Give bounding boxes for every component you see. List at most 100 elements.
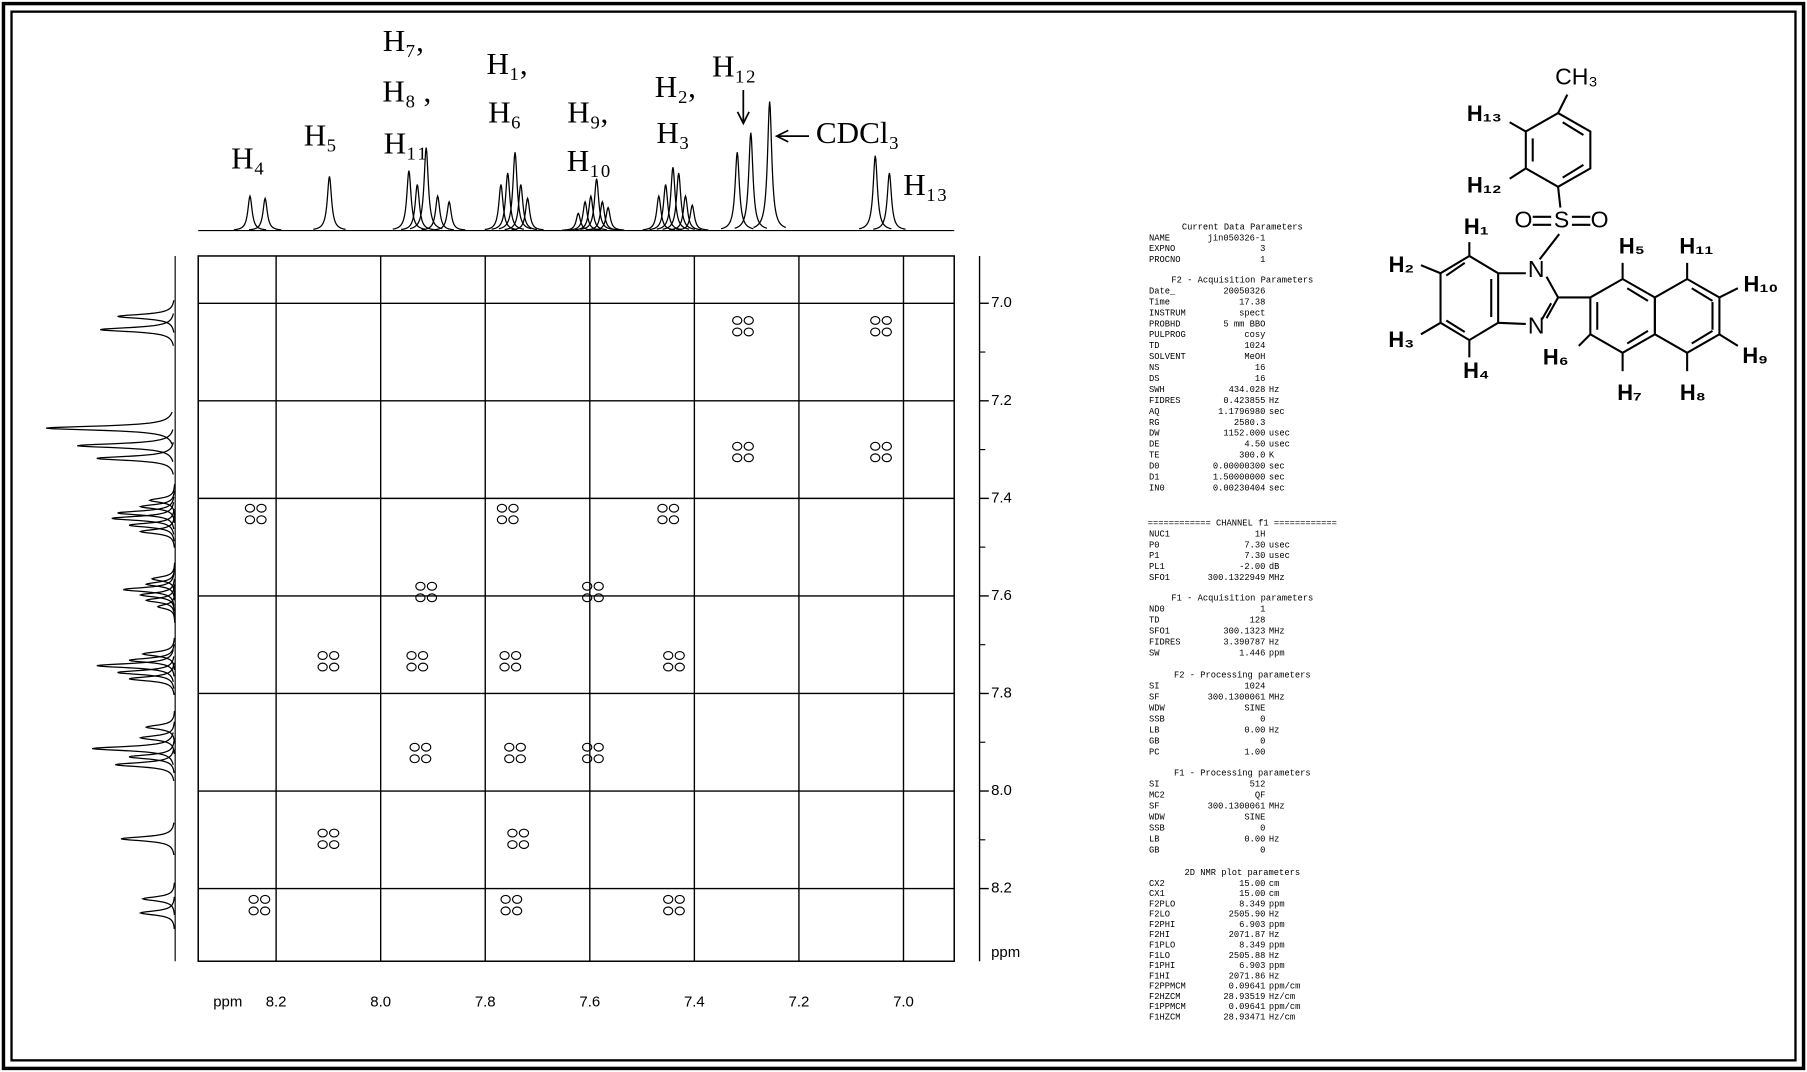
- param-unit: Hz: [1269, 834, 1280, 844]
- param-value: 3.390787: [1223, 637, 1265, 647]
- contour: [244, 503, 256, 513]
- f1-signal: [144, 568, 176, 601]
- param-key: DE: [1149, 440, 1160, 450]
- param-value: 1.446: [1239, 648, 1265, 658]
- f1-signal: [123, 573, 175, 606]
- peak-label: H₃: [656, 115, 689, 150]
- f1-signal: [100, 313, 174, 346]
- contour: [507, 828, 518, 838]
- f1-signal: [138, 490, 175, 523]
- contour: [515, 754, 526, 764]
- param-key: Date_: [1149, 286, 1176, 296]
- contour: [870, 327, 881, 337]
- contour: [259, 894, 271, 904]
- contour: [417, 651, 429, 661]
- param-key: SF: [1149, 802, 1160, 812]
- contour: [732, 441, 743, 451]
- param-value: 2505.90: [1229, 910, 1266, 920]
- y-tick-label: 7.8: [991, 684, 1012, 701]
- param-unit: usec: [1269, 551, 1290, 561]
- peak-label: H₁,: [487, 46, 528, 81]
- cross-peak: [496, 503, 519, 525]
- f1-signal: [141, 882, 176, 916]
- f1-signal: [128, 662, 175, 696]
- f1-signal: [96, 442, 174, 475]
- f2-signal: [432, 200, 466, 231]
- param-key: AQ: [1149, 407, 1160, 417]
- f1-signal: [128, 508, 175, 542]
- y-tick-label: 7.2: [991, 392, 1012, 409]
- param-key: SFO1: [1149, 626, 1170, 636]
- param-unit: ppm: [1269, 920, 1285, 930]
- f2-signal: [484, 184, 518, 231]
- contour: [328, 651, 340, 661]
- contour: [511, 894, 523, 904]
- contour: [668, 503, 680, 513]
- param-key: P1: [1149, 551, 1160, 561]
- atom-label: H₁₂: [1467, 173, 1502, 198]
- atom-label: H₅: [1619, 234, 1645, 259]
- contour: [406, 651, 417, 661]
- contour: [881, 315, 892, 325]
- contour: [593, 581, 604, 591]
- param-value: 1: [1260, 255, 1265, 265]
- cross-peak: [317, 828, 340, 850]
- contour: [657, 515, 668, 525]
- contour: [415, 593, 426, 603]
- peak-label: H₉,: [567, 95, 608, 130]
- param-value: 128: [1250, 615, 1266, 625]
- param-value: 0.09641: [1229, 982, 1266, 992]
- f2-signal: [248, 196, 282, 231]
- atom-label: H₃: [1388, 327, 1414, 352]
- x-axis-label: ppm: [213, 994, 242, 1011]
- f2-signal: [574, 194, 608, 231]
- y-tick-label: 8.2: [991, 880, 1012, 897]
- f1-signal: [138, 721, 175, 755]
- param-value: 0: [1260, 823, 1265, 833]
- cross-peak: [581, 742, 604, 764]
- plot-frame: [197, 255, 955, 962]
- f2-signal: [313, 176, 346, 230]
- param-unit: sec: [1269, 483, 1285, 493]
- param-value: 6.903: [1239, 961, 1265, 971]
- contour: [674, 651, 685, 661]
- param-key: LB: [1149, 834, 1160, 844]
- peak-label: H₈ ,: [382, 74, 431, 109]
- atom-label: H₁₁: [1679, 234, 1713, 259]
- param-key: INSTRUM: [1149, 308, 1186, 318]
- cross-peak: [507, 828, 530, 850]
- contour: [415, 581, 426, 591]
- contour: [248, 894, 259, 904]
- contour: [674, 894, 685, 904]
- param-key: F2PHI: [1149, 920, 1175, 930]
- molecule-bonds: [1420, 94, 1739, 372]
- param-key: PULPROG: [1149, 330, 1186, 340]
- contour: [581, 742, 593, 752]
- contour: [426, 593, 438, 603]
- param-unit: Hz/cm: [1269, 992, 1295, 1002]
- contour: [508, 503, 519, 513]
- f1-signal: [117, 496, 175, 530]
- param-value: 0.09641: [1229, 1002, 1266, 1012]
- param-value: 8.349: [1239, 941, 1265, 951]
- param-value: 28.93471: [1223, 1013, 1265, 1023]
- atom-label: O: [1591, 206, 1609, 232]
- param-value: 6.903: [1239, 920, 1265, 930]
- cross-peak: [870, 441, 892, 463]
- atom-label: H₇: [1617, 380, 1642, 405]
- x-tick-label: 7.4: [684, 994, 705, 1011]
- param-key: F2PLO: [1149, 899, 1175, 909]
- param-value: 28.93519: [1223, 992, 1265, 1002]
- param-unit: Hz: [1269, 951, 1280, 961]
- param-value: 15.00: [1239, 889, 1265, 899]
- param-key: P0: [1149, 540, 1160, 550]
- param-unit: ppm: [1269, 899, 1285, 909]
- f2-signal: [409, 147, 443, 230]
- param-key: NS: [1149, 363, 1160, 373]
- param-key: NAME: [1149, 233, 1170, 243]
- param-key: LB: [1149, 725, 1160, 735]
- param-key: SF: [1149, 693, 1160, 703]
- cross-peak: [248, 894, 271, 916]
- f2-signal: [753, 101, 787, 229]
- param-value: 300.0: [1239, 451, 1265, 461]
